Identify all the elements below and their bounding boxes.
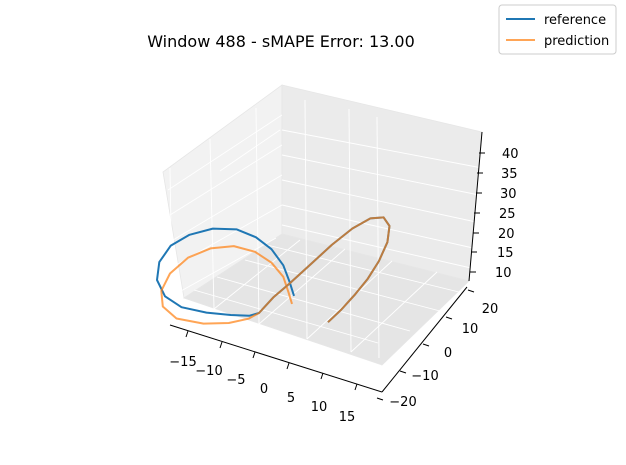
z-tick-labels: 10 15 20 25 30 35 40: [495, 147, 519, 281]
x-tick-labels: −15 −10 −5 0 5 10 15: [169, 355, 355, 425]
z-tick-label: 20: [498, 227, 515, 242]
z-tick-label: 10: [495, 266, 512, 281]
y-tick-label: −20: [389, 395, 416, 410]
legend-box: [498, 4, 617, 55]
x-tick-label: −5: [226, 373, 245, 388]
z-tick-label: 25: [499, 207, 516, 222]
z-tick-label: 30: [500, 187, 517, 202]
z-tick-label: 15: [497, 246, 514, 261]
z-tick-label: 40: [502, 147, 519, 162]
y-tick-labels: −20 −10 0 10 20: [389, 302, 498, 410]
z-tick-label: 35: [501, 167, 518, 182]
chart-title: Window 488 - sMAPE Error: 13.00: [147, 32, 415, 51]
grid-lines: [167, 99, 483, 359]
x-tick-label: −10: [195, 364, 222, 379]
series-line-prediction: [160, 216, 391, 325]
x-tick-label: −15: [169, 355, 196, 370]
x-tick-label: 0: [260, 382, 268, 397]
y-tick-label: −10: [411, 369, 438, 384]
y-tick-label: 0: [444, 346, 452, 361]
legend-prediction-label: prediction: [544, 34, 609, 49]
series-layer: [156, 216, 391, 325]
legend-reference-label: reference: [544, 13, 606, 28]
y-tick-label: 20: [482, 302, 499, 317]
x-tick-label: 5: [287, 391, 295, 406]
y-tick-label: 10: [462, 322, 479, 337]
x-tick-label: 10: [311, 400, 328, 415]
axis-tick-marks: [185, 152, 485, 401]
legend: reference prediction: [498, 4, 617, 55]
x-tick-label: 15: [339, 410, 356, 425]
axis-lines: [169, 131, 483, 393]
